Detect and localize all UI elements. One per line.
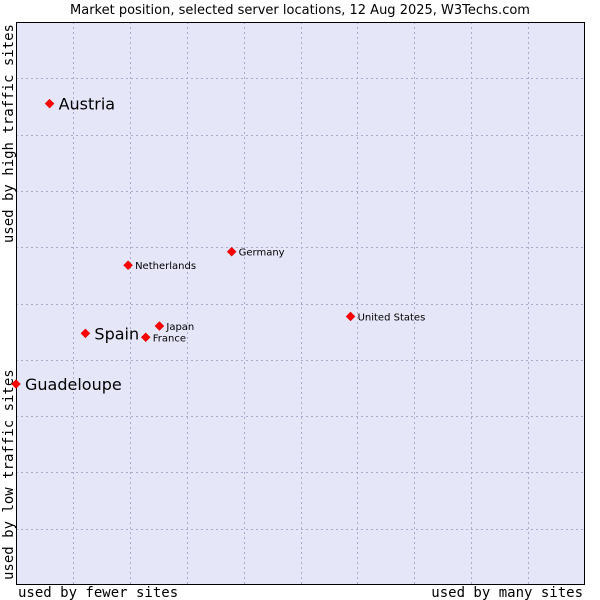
marker-japan — [154, 321, 165, 331]
data-point-spain: Spain — [80, 324, 139, 343]
label-united-states: United States — [358, 312, 426, 323]
data-point-united-states: United States — [345, 311, 426, 323]
data-points: Austria Germany Netherlands United States Ja… — [11, 95, 426, 394]
marker-spain — [80, 328, 91, 339]
data-point-netherlands: Netherlands — [123, 260, 196, 272]
data-point-germany: Germany — [226, 246, 285, 259]
marker-united-states — [345, 311, 356, 322]
grid — [16, 22, 585, 585]
label-guadeloupe: Guadeloupe — [25, 375, 122, 394]
marker-austria — [44, 98, 55, 109]
data-point-guadeloupe: Guadeloupe — [11, 375, 122, 394]
marker-france — [140, 332, 151, 343]
label-austria: Austria — [59, 95, 116, 114]
x-axis-label-right: used by many sites — [431, 585, 583, 600]
label-france: France — [153, 333, 186, 344]
data-point-austria: Austria — [44, 95, 116, 114]
plot-frame — [16, 22, 585, 585]
marker-germany — [226, 246, 237, 257]
chart-title: Market position, selected server locatio… — [70, 3, 530, 18]
marker-guadeloupe — [11, 379, 21, 389]
x-axis-label-left: used by fewer sites — [18, 585, 178, 600]
marker-netherlands — [123, 260, 133, 271]
label-netherlands: Netherlands — [135, 261, 196, 272]
y-axis-label-low: used by low traffic sites — [1, 369, 17, 580]
label-spain: Spain — [94, 324, 139, 343]
data-point-japan: Japan — [154, 321, 194, 333]
data-point-france: France — [140, 332, 186, 344]
y-axis-label-high: used by high traffic sites — [1, 24, 17, 243]
plot-area — [16, 22, 585, 585]
label-germany: Germany — [239, 248, 285, 259]
label-japan: Japan — [165, 322, 194, 333]
